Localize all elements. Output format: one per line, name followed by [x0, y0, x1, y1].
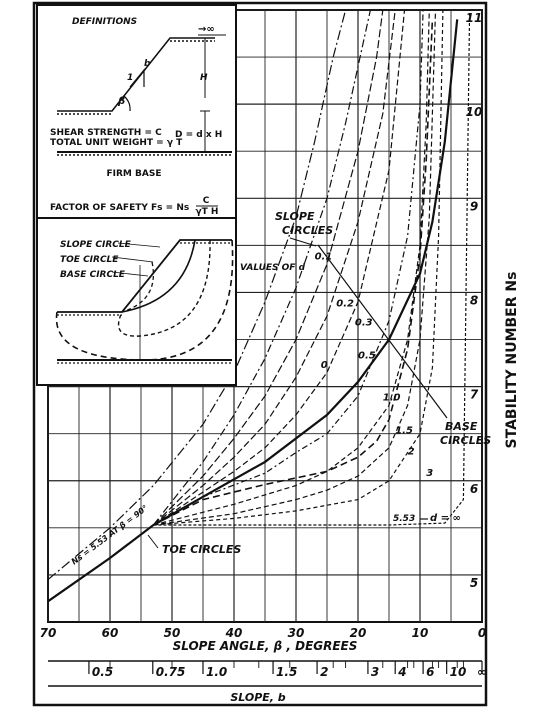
d-infinity-label: d = ∞	[430, 513, 461, 524]
x-tick-label-30: 30	[288, 626, 305, 640]
d-value-label-0.5: 0.5	[358, 350, 376, 361]
b-label: b	[144, 59, 151, 69]
d-curve-0.1	[152, 9, 371, 526]
y-tick-label-10: 10	[466, 105, 483, 119]
y-tick-label-6: 6	[470, 482, 478, 496]
infinity-label: →∞	[198, 24, 215, 35]
firm-base-label: FIRM BASE	[107, 169, 162, 179]
toe-label-leader	[147, 534, 159, 549]
d-curve-1.0	[153, 9, 424, 526]
d-553-label: 5.53	[393, 514, 415, 524]
y-tick-label-5: 5	[470, 576, 478, 590]
base-circle-label: BASE CIRCLE	[60, 270, 126, 280]
d-curve-0	[47, 9, 347, 581]
secondary-axis-title: SLOPE, b	[230, 691, 285, 704]
d-value-label-3: 3	[426, 468, 433, 479]
toe-circle-label: TOE CIRCLE	[60, 255, 119, 265]
outer-frame	[32, 1, 488, 707]
d-value-label-1.0: 1.0	[383, 393, 401, 404]
y-tick-label-8: 8	[470, 293, 478, 307]
x-tick-label-60: 60	[102, 626, 119, 640]
fs-label: FACTOR OF SAFETY Fs = Ns	[50, 203, 189, 213]
slope-to-base-arrow	[317, 244, 448, 419]
base-circles-label: BASE CIRCLES	[440, 420, 491, 447]
secondary-tick-label-2: 2	[320, 665, 328, 679]
depth-label: D = d x H	[175, 130, 222, 140]
d-value-label-2: 2	[408, 446, 415, 457]
definitions-title: DEFINITIONS	[72, 17, 137, 27]
d-curve-2	[153, 9, 437, 526]
d-curve-0.5	[153, 9, 406, 526]
secondary-tick-label-10: 10	[450, 665, 467, 679]
slope-circle-label: SLOPE CIRCLE	[60, 240, 132, 250]
slope-circles-label: SLOPE CIRCLES	[275, 210, 333, 237]
inset-box	[36, 4, 237, 386]
x-tick-label-50: 50	[164, 626, 181, 640]
secondary-tick-label-4: 4	[397, 665, 406, 679]
x-tick-label-70: 70	[40, 626, 57, 640]
d-curve-0.2	[152, 9, 384, 526]
toe-circles-label: TOE CIRCLES	[162, 543, 241, 556]
curve-layer: 0 0.1 0.20.3 0.5 1.0 1.5 23	[47, 9, 471, 603]
d-value-label-0.1: 0.1	[315, 252, 333, 263]
one-label: 1	[127, 73, 133, 83]
d-value-label-1.5: 1.5	[395, 426, 413, 437]
x-tick-label-20: 20	[350, 626, 367, 640]
inset-panel: DEFINITIONS →∞ b 1 H β SHEAR STRENGTH = …	[36, 4, 237, 386]
y-axis-title: STABILITY NUMBER Ns	[504, 272, 520, 449]
secondary-tick-label-∞: ∞	[477, 665, 487, 679]
secondary-tick-label-3: 3	[371, 665, 379, 679]
base-circles-curve	[153, 19, 434, 526]
shear-strength-label: SHEAR STRENGTH = C	[50, 128, 162, 138]
x-tick-label-40: 40	[225, 626, 243, 640]
circles-sketch	[55, 239, 234, 364]
fs-numerator: C	[203, 196, 210, 206]
d-value-label-0: 0	[321, 360, 328, 371]
fs-denominator: γT H	[196, 207, 219, 217]
secondary-tick-label-1.5: 1.5	[276, 665, 297, 679]
y-tick-label-11: 11	[466, 11, 483, 25]
secondary-tick-label-0.5: 0.5	[92, 665, 113, 679]
y-tick-label-9: 9	[470, 199, 478, 213]
slope-label-leader	[289, 237, 317, 247]
d-value-label-0.3: 0.3	[355, 317, 373, 328]
beta-label: β	[117, 96, 125, 107]
secondary-tick-label-0.75: 0.75	[156, 665, 186, 679]
x-tick-label-0: 0	[478, 626, 486, 640]
slope-sketch	[57, 34, 232, 156]
secondary-tick-label-6: 6	[426, 665, 434, 679]
h-label: H	[200, 73, 208, 83]
x-axis-title: SLOPE ANGLE, β , DEGREES	[173, 639, 358, 653]
d-curve-1.5	[153, 9, 430, 526]
d-value-label-0.2: 0.2	[336, 299, 354, 310]
secondary-tick-label-1.0: 1.0	[206, 665, 227, 679]
toe-circles-curve	[47, 19, 459, 603]
unit-weight-label: TOTAL UNIT WEIGHT = γ T	[50, 138, 183, 148]
y-tick-label-7: 7	[470, 388, 479, 402]
values-of-d-label: VALUES OF d	[240, 263, 306, 273]
d-curve-0.3	[153, 9, 396, 526]
x-tick-label-10: 10	[412, 626, 429, 640]
d-curve-3	[153, 9, 444, 526]
